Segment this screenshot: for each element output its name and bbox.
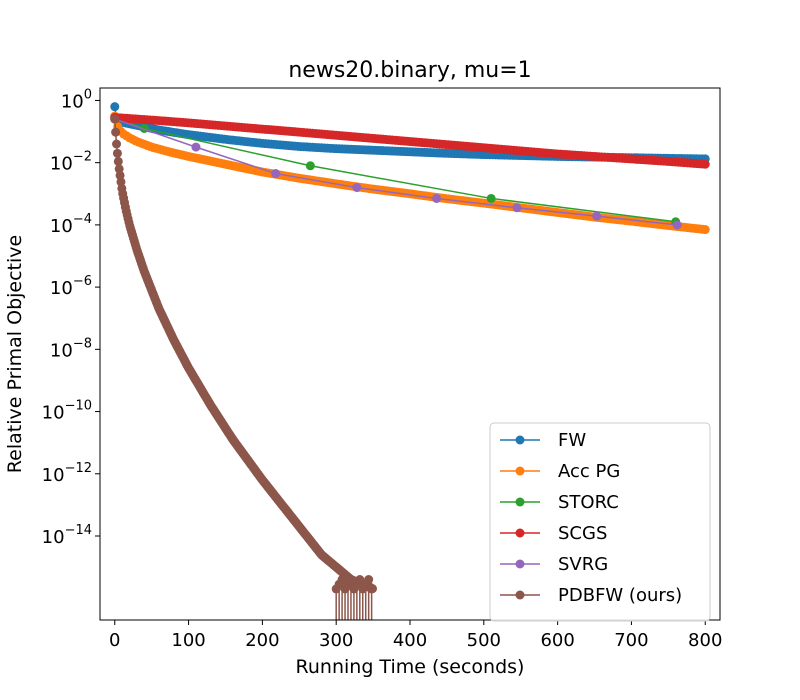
legend-item-pdbfw-ours: PDBFW (ours) xyxy=(500,585,682,606)
y-tick-label: 10−14 xyxy=(42,523,92,548)
x-tick-label: 400 xyxy=(393,630,427,651)
series-line-svrg xyxy=(114,118,678,226)
series-pdbfw-ours xyxy=(110,114,377,620)
series-storc xyxy=(110,113,681,227)
legend: FW Acc PG STORC SCGS SVRG PDBFW (ours) xyxy=(489,422,711,622)
legend-item-acc-pg: Acc PG xyxy=(500,461,620,482)
series-point-scgs xyxy=(700,159,710,169)
legend-marker xyxy=(515,497,525,507)
series-point-pdbfw-ours xyxy=(111,127,121,137)
series-layer xyxy=(110,102,710,620)
y-tick-label: 10−2 xyxy=(50,150,92,175)
series-point-pdbfw-ours xyxy=(364,575,374,585)
y-tick-label: 100 xyxy=(61,87,92,112)
legend-label: FW xyxy=(558,430,586,451)
legend-label: Acc PG xyxy=(558,461,620,482)
series-point-pdbfw-ours xyxy=(367,584,377,594)
legend-marker xyxy=(515,590,525,600)
y-tick-label: 10−4 xyxy=(50,212,92,237)
legend-box xyxy=(489,422,711,622)
series-point-svrg xyxy=(672,220,682,230)
y-axis: 100 10−2 10−4 10−6 10−8 10−10 10−12 10−14 xyxy=(42,87,100,548)
legend-marker xyxy=(515,559,525,569)
series-line-pdbfw-ours xyxy=(114,119,374,590)
x-axis: 0 100 200 300 400 500 600 700 800 xyxy=(109,620,722,651)
legend-item-fw: FW xyxy=(500,430,586,451)
legend-marker xyxy=(515,435,525,445)
series-point-svrg xyxy=(592,211,602,221)
x-tick-label: 500 xyxy=(467,630,501,651)
x-tick-label: 800 xyxy=(688,630,722,651)
y-tick-label: 10−8 xyxy=(50,336,92,361)
series-point-pdbfw-ours xyxy=(110,114,120,124)
legend-item-scgs: SCGS xyxy=(500,523,607,544)
x-tick-label: 300 xyxy=(319,630,353,651)
series-point-svrg xyxy=(271,169,281,179)
series-point-svrg xyxy=(352,183,362,193)
series-point-storc xyxy=(305,161,315,171)
legend-marker xyxy=(515,466,525,476)
legend-label: STORC xyxy=(558,492,619,513)
x-tick-label: 100 xyxy=(171,630,205,651)
series-point-acc-pg xyxy=(700,225,710,235)
series-point-fw xyxy=(110,102,120,112)
x-tick-label: 700 xyxy=(614,630,648,651)
legend-item-storc: STORC xyxy=(500,492,619,513)
series-point-svrg xyxy=(512,203,522,213)
legend-label: SCGS xyxy=(558,523,607,544)
series-point-pdbfw-ours xyxy=(115,170,125,180)
x-tick-label: 0 xyxy=(109,630,120,651)
series-point-svrg xyxy=(191,142,201,152)
y-tick-label: 10−6 xyxy=(50,274,92,299)
legend-label: PDBFW (ours) xyxy=(558,585,682,606)
y-axis-label: Relative Primal Objective xyxy=(4,235,26,473)
series-point-storc xyxy=(486,193,496,203)
series-point-pdbfw-ours xyxy=(112,139,122,149)
legend-item-svrg: SVRG xyxy=(500,554,608,575)
series-point-pdbfw-ours xyxy=(112,148,122,158)
series-acc-pg xyxy=(110,111,710,235)
x-tick-label: 600 xyxy=(540,630,574,651)
y-tick-label: 10−12 xyxy=(42,461,92,486)
legend-marker xyxy=(515,528,525,538)
series-scgs xyxy=(110,113,710,169)
y-tick-label: 10−10 xyxy=(42,399,92,424)
x-axis-label: Running Time (seconds) xyxy=(296,656,525,678)
legend-label: SVRG xyxy=(558,554,608,575)
series-point-svrg xyxy=(432,193,442,203)
x-tick-label: 200 xyxy=(245,630,279,651)
series-point-pdbfw-ours xyxy=(113,156,123,166)
chart-title: news20.binary, mu=1 xyxy=(288,58,531,83)
